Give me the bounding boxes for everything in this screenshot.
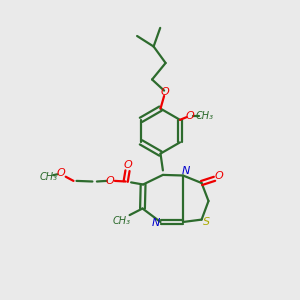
Text: S: S xyxy=(203,217,210,227)
Text: O: O xyxy=(106,176,115,186)
Text: CH₃: CH₃ xyxy=(196,111,214,121)
Text: O: O xyxy=(160,87,169,98)
Text: O: O xyxy=(215,171,224,182)
Text: O: O xyxy=(185,111,194,121)
Text: CH₃: CH₃ xyxy=(113,215,131,226)
Text: O: O xyxy=(124,160,133,170)
Text: N: N xyxy=(152,218,160,229)
Text: N: N xyxy=(182,166,190,176)
Text: CH₃: CH₃ xyxy=(40,172,58,182)
Text: O: O xyxy=(56,168,65,178)
